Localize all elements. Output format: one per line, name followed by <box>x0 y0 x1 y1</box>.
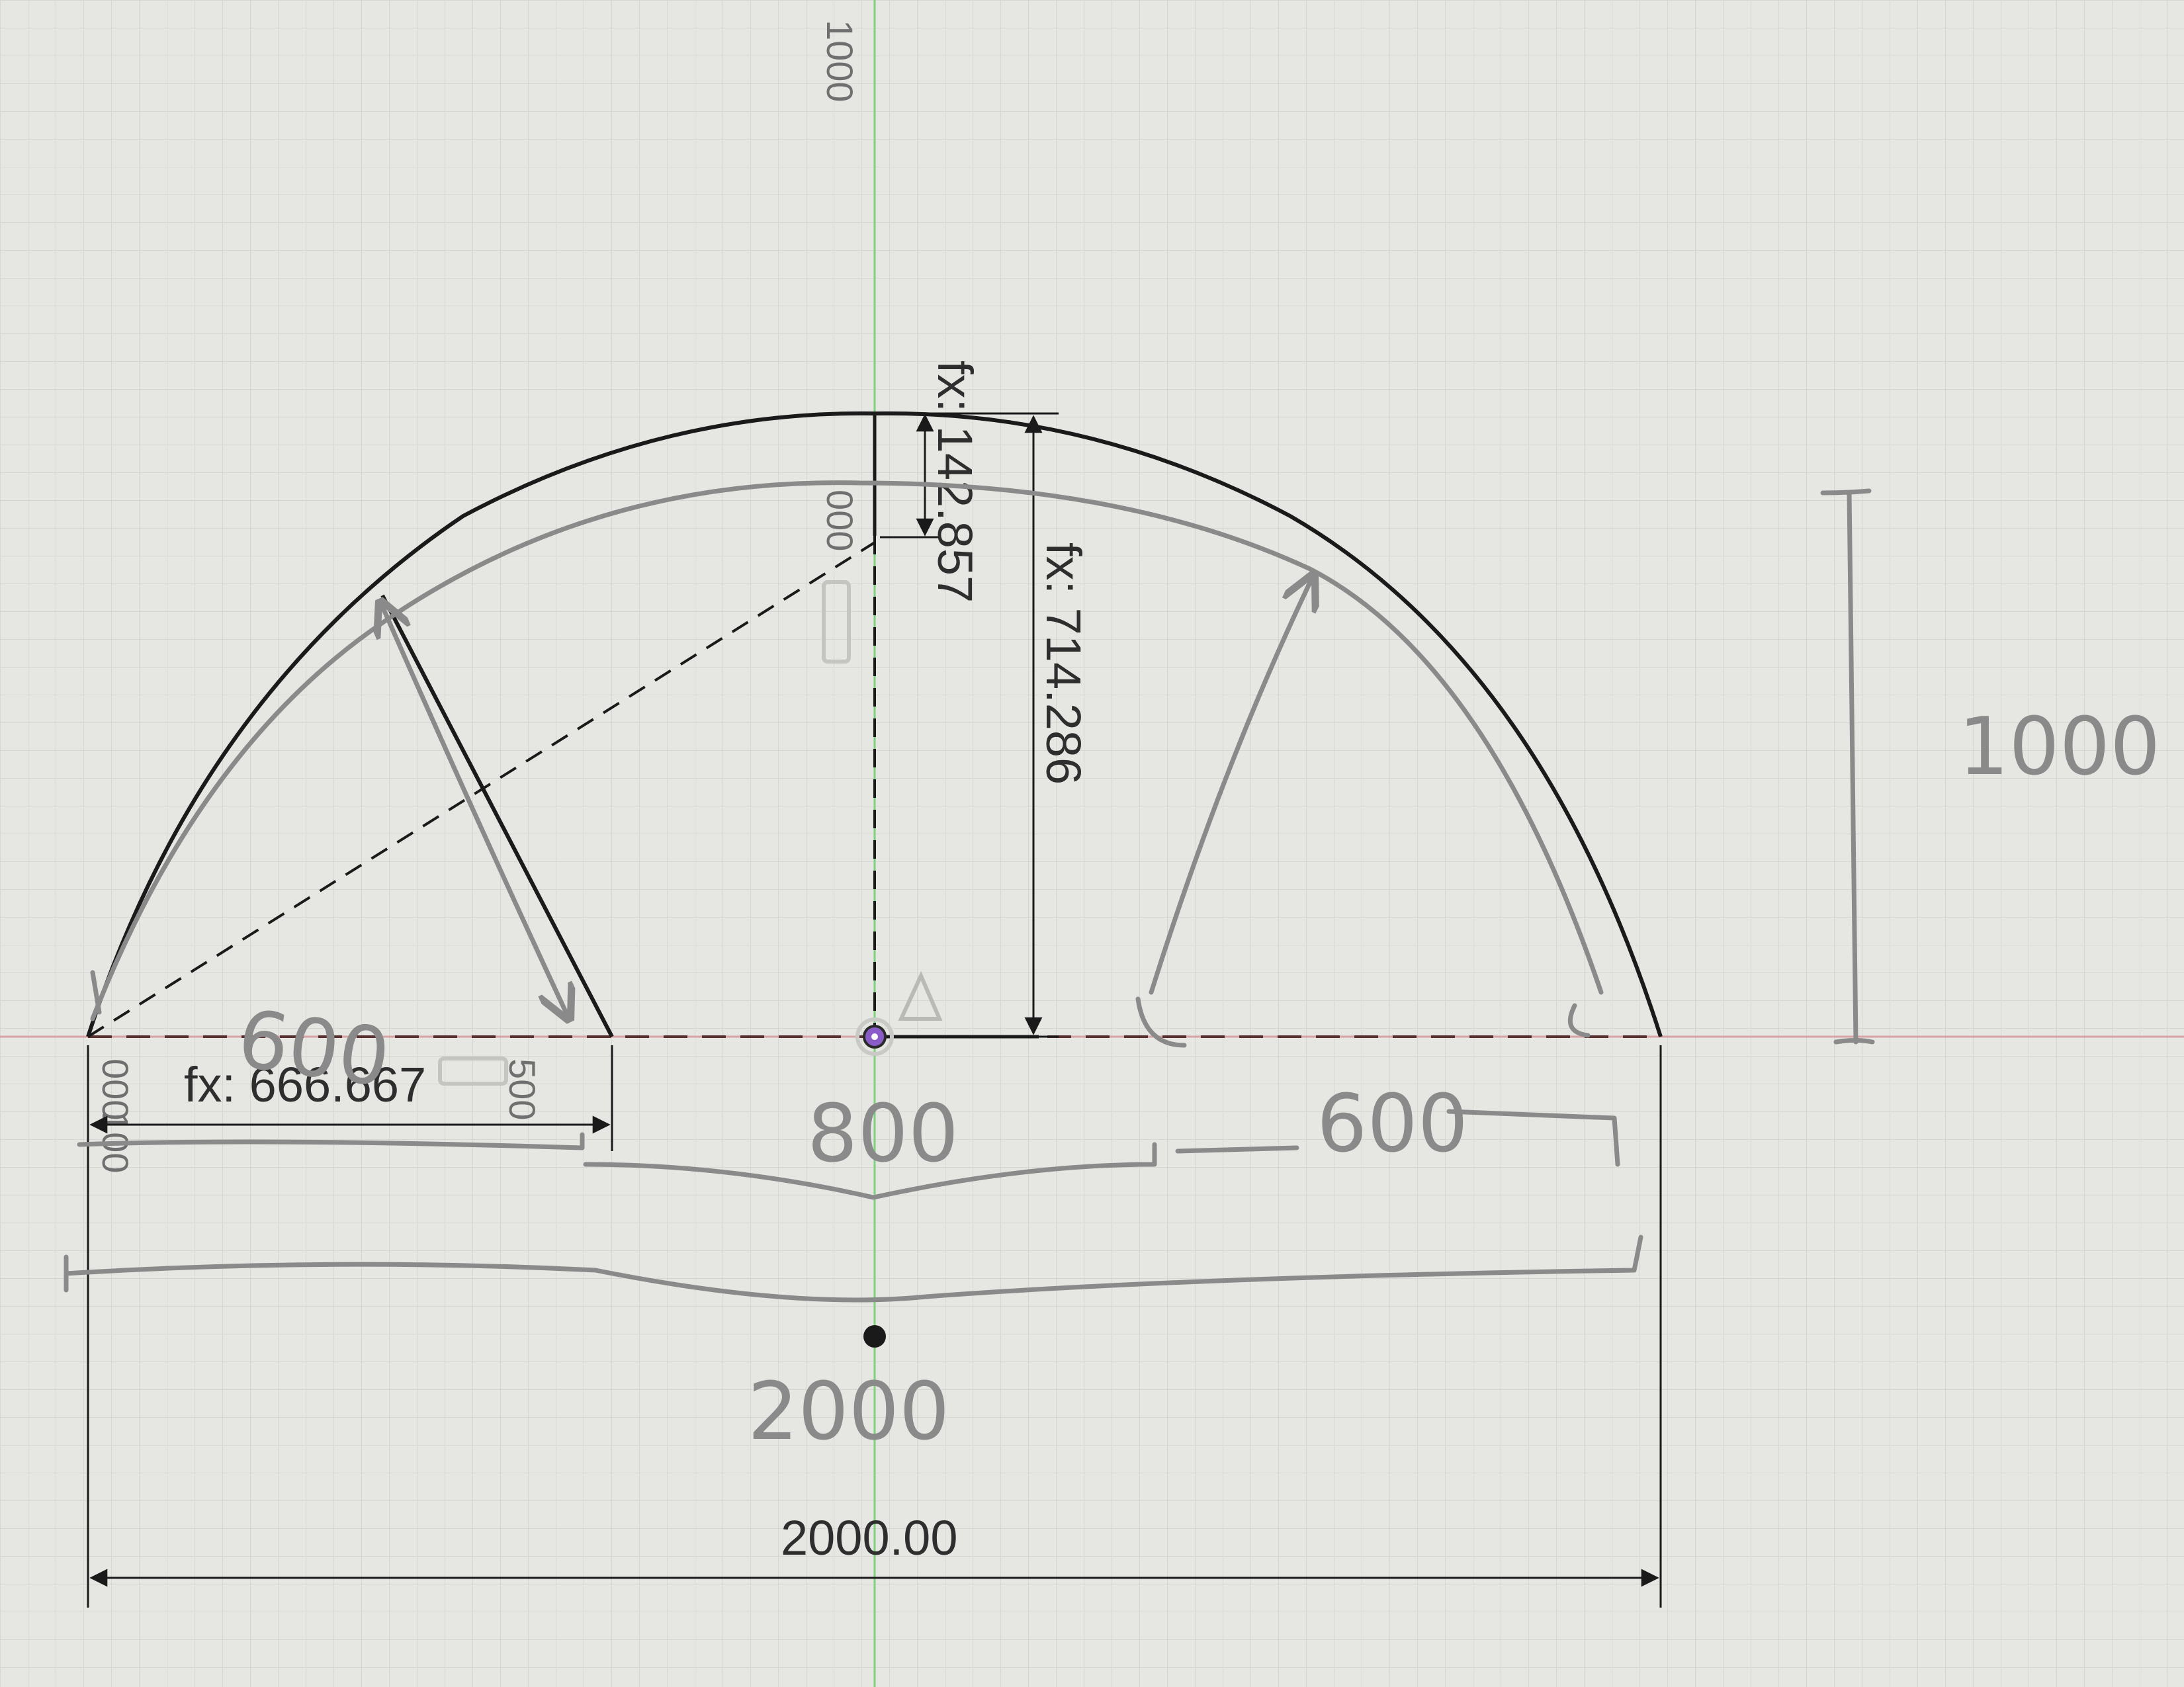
pen-width-line-middle <box>583 1142 1157 1200</box>
axis-label-vertical-top: 1000 <box>819 20 861 103</box>
pen-label-height: 1000 <box>1958 701 2160 793</box>
pen-tick-right <box>1135 996 1187 1048</box>
pen-label-overall-width: 2000 <box>748 1366 949 1458</box>
fix-constraint-icon <box>898 971 943 1021</box>
constraint-glyph-bottom <box>438 1057 508 1086</box>
constraint-glyph-top <box>822 580 851 664</box>
pen-label-left-width: 600 <box>232 993 395 1105</box>
axis-label-horizontal-right: 500 <box>502 1059 543 1120</box>
pen-width-line-left <box>77 1132 585 1150</box>
pen-inner-arc <box>90 480 1604 1021</box>
pen-label-right-width: 600 <box>1317 1078 1468 1170</box>
origin-point-center <box>871 1033 878 1040</box>
dim-text-center-height[interactable]: fx: 714.286 <box>1036 542 1091 785</box>
origin-point-halo <box>855 1017 894 1056</box>
pen-left-rib <box>380 602 569 1019</box>
dim-text-top-offset[interactable]: fx: 142.857 <box>928 361 983 603</box>
pen-annotations <box>64 480 1875 1303</box>
sketch-point[interactable] <box>863 1325 886 1348</box>
dim-text-overall-width[interactable]: 2000.00 <box>781 1510 958 1565</box>
pen-tick-left <box>90 970 102 1015</box>
dim-text-left-width[interactable]: fx: 666.667 <box>184 1057 426 1112</box>
pen-overall-width-line <box>64 1234 1643 1303</box>
pen-right-rib <box>1149 576 1313 995</box>
pen-tick-far-right <box>1567 1003 1591 1038</box>
pen-label-middle-width: 800 <box>807 1088 959 1180</box>
axis-label-horizontal-left: 000 <box>95 1059 136 1120</box>
pen-height-bracket <box>1820 488 1875 1045</box>
pen-width-line-right <box>1175 1109 1620 1167</box>
axis-label-vertical-mid: 000 <box>819 490 861 551</box>
